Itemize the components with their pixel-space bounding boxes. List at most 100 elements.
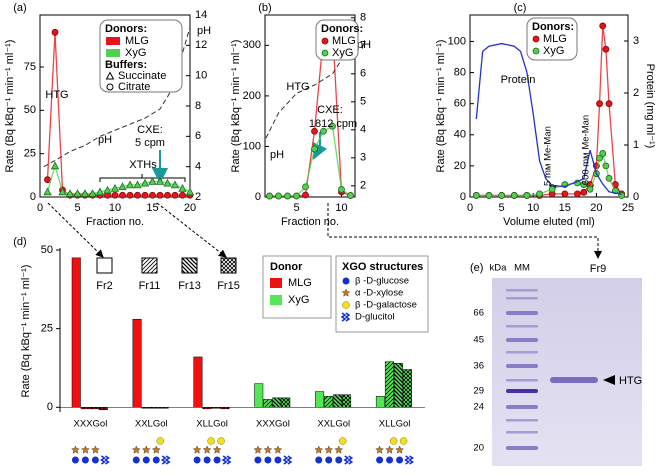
marker-band [506, 311, 538, 315]
annotation: HTG [286, 81, 309, 93]
y2-axis-label: pH [357, 39, 371, 51]
series-label: Protein [501, 74, 536, 86]
glyph-galactose [389, 437, 398, 445]
glyph-xylose [131, 445, 141, 454]
x-tick-label: XXLGol [317, 419, 350, 430]
data-point [118, 182, 127, 190]
legend-label: MLG [125, 35, 149, 47]
y2-tick-label: 5 [360, 96, 366, 108]
glyph-xylose [151, 445, 161, 454]
y-tick-label: 25 [24, 148, 36, 160]
marker-band [506, 364, 538, 368]
bar [220, 407, 230, 410]
glyph-xylose [90, 445, 100, 454]
data-point [149, 191, 156, 199]
data-point [170, 180, 180, 189]
marker-band [506, 431, 538, 434]
legend-title: Donors: [105, 23, 147, 35]
data-point [596, 154, 603, 162]
annotation: 600 mᴍ Me-Man [581, 115, 592, 185]
legend-label: Succinate [118, 70, 166, 82]
bar [384, 361, 394, 408]
legend-label: α -D-xylose [355, 288, 403, 299]
x-tick-label: XLLGol [379, 419, 411, 430]
annotation: HTG [45, 89, 68, 101]
x-tick-label: 0 [467, 202, 473, 214]
x-tick-label: 0 [37, 202, 43, 214]
legend-swatch [96, 257, 113, 274]
glyph-galactose [399, 437, 408, 445]
panel-label: (e) [470, 262, 483, 274]
legend-swatch [321, 37, 329, 45]
y2-axis-label: pH [197, 25, 211, 37]
series-line [475, 42, 622, 196]
glyph-xylose [192, 445, 202, 454]
y-tick-label: 0 [255, 191, 261, 203]
glyph-glucose [203, 456, 211, 464]
bar [333, 394, 343, 408]
legend-label: XyG [288, 294, 309, 306]
marker-band [506, 446, 538, 450]
series-line [43, 26, 191, 168]
data-point [126, 191, 134, 199]
bar [193, 356, 203, 408]
data-point [171, 191, 179, 199]
legend-label: XyG [543, 45, 564, 57]
data-point [302, 183, 309, 191]
y2-tick-label: 2 [633, 87, 639, 99]
data-point [51, 28, 59, 36]
data-point [510, 192, 518, 199]
bar [98, 407, 108, 411]
glyph-xylose [375, 445, 385, 454]
glyph-glucose [264, 456, 272, 464]
legend-label: MLG [288, 277, 312, 289]
y2-tick-label: 0 [633, 191, 639, 203]
marker-band [506, 338, 538, 342]
annotation: 5 mᴍ Me-Man [543, 126, 554, 186]
legend-label: D-glucitol [355, 312, 395, 323]
data-point [164, 191, 171, 199]
y2-tick-label: 1 [633, 139, 639, 151]
glyph-galactose [342, 301, 350, 309]
bar [342, 394, 352, 408]
gel-unit: kDa [490, 263, 508, 274]
legend-box [262, 255, 332, 319]
legend-swatch [105, 71, 115, 80]
glyph-xylose [385, 445, 395, 454]
bar [71, 257, 81, 408]
glyph-glucose [213, 456, 221, 464]
legend-swatch [532, 35, 540, 43]
legend-swatch [220, 257, 237, 274]
legend-label: MLG [543, 33, 567, 45]
legend-swatch [106, 37, 120, 45]
glyph-glucitol [160, 455, 171, 465]
data-point [103, 185, 112, 194]
panel-label: (c) [514, 2, 527, 14]
glyph-glucose [254, 456, 262, 464]
series-line [265, 17, 356, 139]
legend-title: Donor [270, 261, 303, 273]
x-tick-label: 15 [146, 202, 158, 214]
y-tick-label: 0 [460, 191, 466, 203]
bar [141, 407, 151, 409]
y-tick-label: 300 [243, 39, 261, 51]
y2-tick-label: 3 [360, 152, 366, 164]
marker-label: 36 [473, 361, 484, 372]
glyph-glucitol [221, 455, 232, 465]
glyph-glucose [342, 277, 350, 285]
y-axis-label: Rate (Bq kBq⁻¹ min⁻¹ ml⁻¹) [435, 40, 447, 173]
glyph-glucitol [404, 455, 415, 465]
data-point [602, 45, 610, 53]
glyph-glucose [274, 456, 282, 464]
data-point [329, 122, 336, 130]
y-tick-label: 80 [454, 66, 466, 78]
legend-swatch [141, 257, 158, 274]
data-point [111, 191, 119, 199]
plot-frame [469, 14, 629, 198]
glyph-xylose [141, 445, 151, 454]
data-point [523, 192, 531, 199]
data-point [580, 188, 588, 196]
glyph-xylose [334, 445, 344, 454]
bar [202, 407, 212, 410]
data-point [302, 191, 309, 199]
